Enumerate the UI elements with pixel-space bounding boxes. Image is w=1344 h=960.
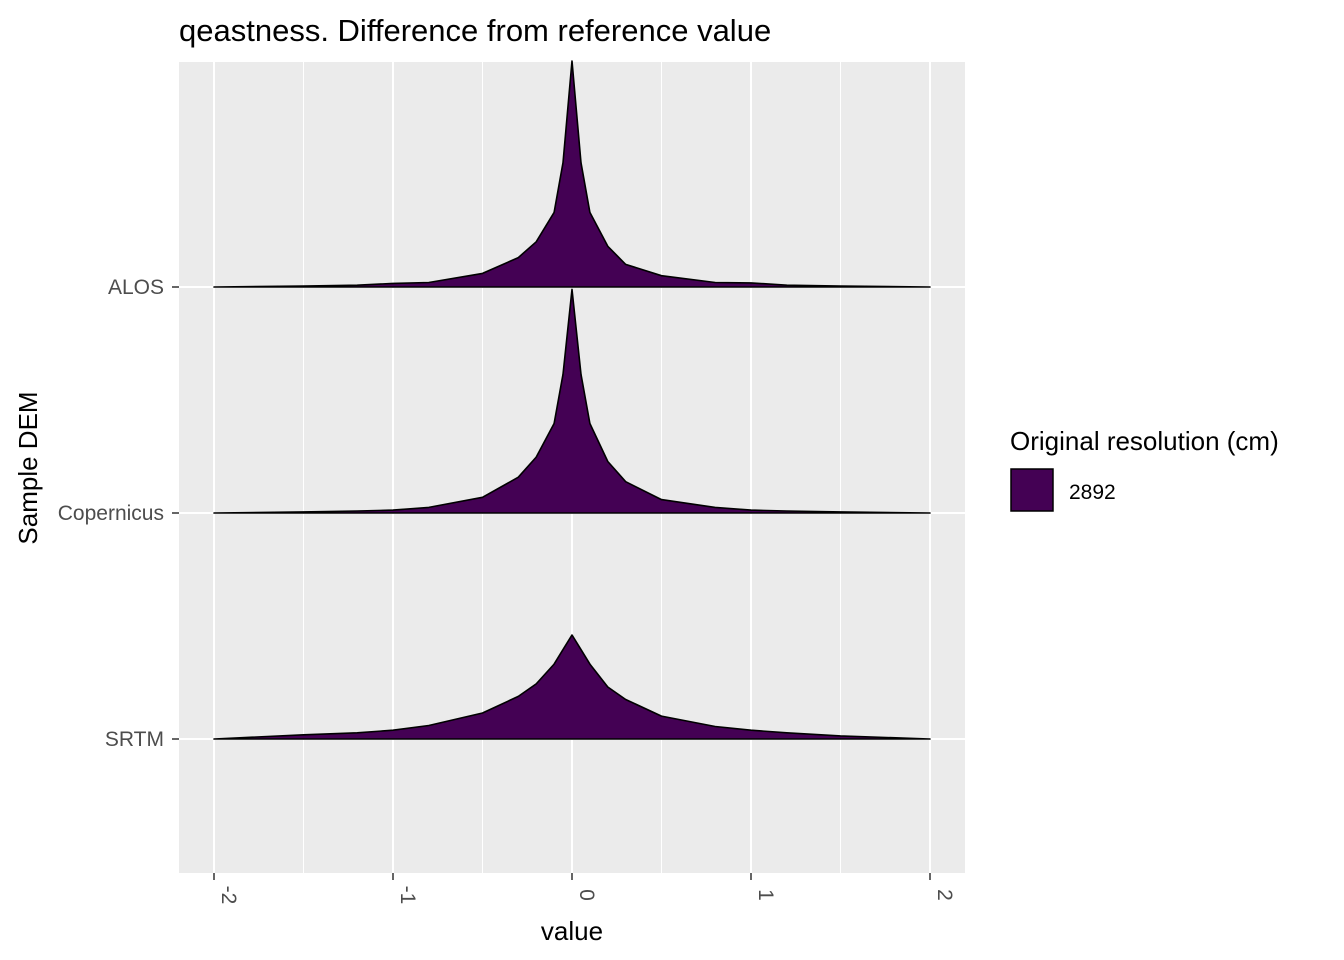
chart-title: qeastness. Difference from reference val… xyxy=(179,13,771,48)
density-ridges xyxy=(213,60,931,740)
x-tick-label: -2 xyxy=(217,886,240,905)
legend-title: Original resolution (cm) xyxy=(1010,426,1279,456)
legend-key xyxy=(1010,468,1054,512)
x-axis-title: value xyxy=(541,916,603,946)
x-tick-label: -1 xyxy=(396,886,419,905)
x-axis: -2 -1 0 1 2 xyxy=(213,873,956,905)
y-tick-label: SRTM xyxy=(105,728,164,751)
ridge-alos xyxy=(213,60,931,288)
y-axis-title: Sample DEM xyxy=(13,391,43,544)
x-tick-label: 2 xyxy=(933,889,956,901)
ridge-copernicus xyxy=(213,288,931,514)
y-tick-label: Copernicus xyxy=(58,502,164,525)
x-tick-label: 0 xyxy=(575,889,598,901)
ridge-srtm xyxy=(213,634,931,740)
legend-label: 2892 xyxy=(1069,481,1116,504)
y-tick-label: ALOS xyxy=(108,276,164,299)
x-tick-label: 1 xyxy=(754,889,777,901)
legend: Original resolution (cm) 2892 xyxy=(1010,426,1279,512)
y-axis: ALOS Copernicus SRTM xyxy=(58,276,179,751)
